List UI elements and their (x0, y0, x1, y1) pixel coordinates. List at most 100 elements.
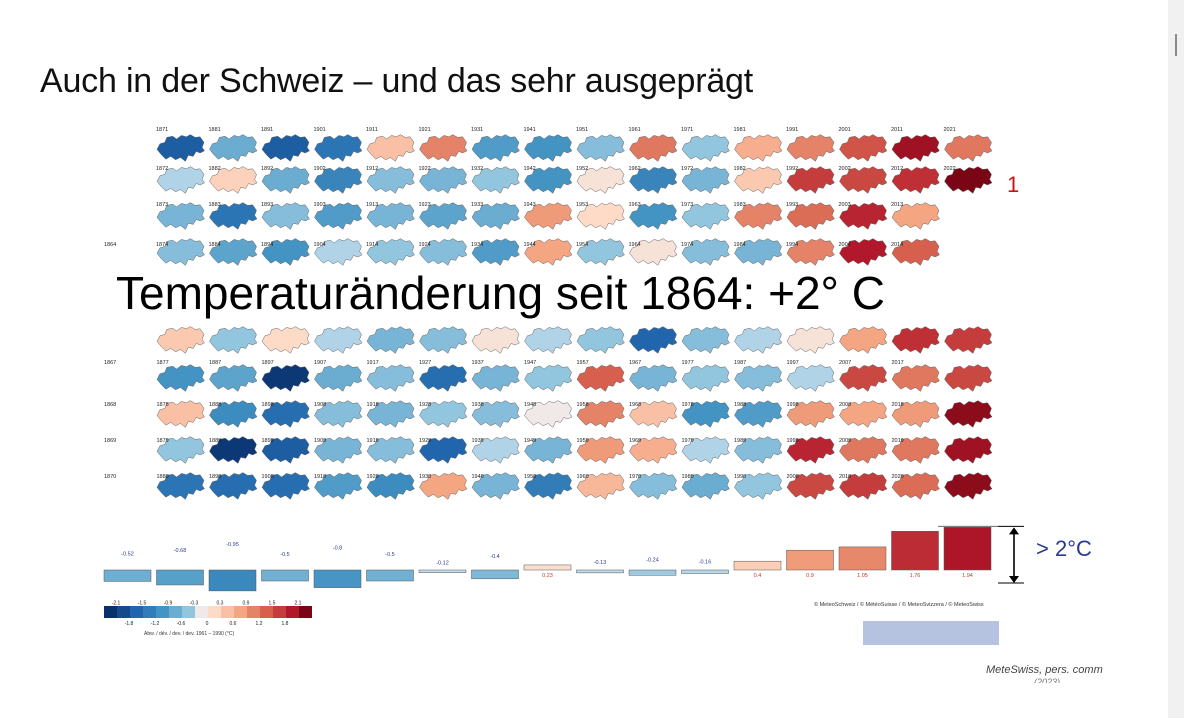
top-year-label: 1883 (209, 202, 221, 208)
bottom-year-label: 1959 (577, 438, 589, 444)
bottom-year-label: 1870 (104, 474, 116, 480)
anomaly-bar-label: -0.12 (436, 560, 449, 566)
colorbar-top-tick: -0.3 (190, 601, 199, 607)
colorbar-segment (104, 606, 117, 618)
bottom-map-0-11 (734, 326, 783, 354)
bottom-year-label: 2019 (892, 438, 904, 444)
top-year-label: 1983 (734, 202, 746, 208)
bottom-year-label: 1878 (157, 402, 169, 408)
side-mark: 1 (1007, 172, 1020, 197)
top-year-label: 1951 (576, 127, 588, 133)
bottom-year-label: 1889 (209, 438, 221, 444)
vertical-scrollbar[interactable] (1168, 0, 1184, 718)
bottom-year-label: 1939 (472, 438, 484, 444)
top-year-label: 1931 (471, 127, 483, 133)
bottom-year-label: 1868 (104, 402, 116, 408)
top-year-label: 1881 (209, 127, 221, 133)
top-map-1-3 (314, 166, 363, 194)
bottom-year-label: 1917 (367, 360, 379, 366)
anomaly-bar-label: 1.94 (962, 573, 973, 579)
bottom-year-label: 1890 (209, 474, 221, 480)
anomaly-bar-label: -0.4 (490, 554, 499, 560)
bottom-year-label: 1928 (419, 402, 431, 408)
top-map-0-5 (419, 134, 468, 162)
bottom-map-2-2 (261, 400, 310, 428)
bottom-map-0-14 (891, 326, 940, 354)
anomaly-bar (471, 569, 519, 580)
top-map-2-12 (786, 202, 835, 230)
bottom-year-label: 1918 (367, 402, 379, 408)
anomaly-bar-label: -0.95 (226, 542, 239, 548)
top-map-2-3 (314, 202, 363, 230)
top-map-0-13 (839, 134, 888, 162)
top-map-2-9 (629, 202, 678, 230)
bottom-map-4-9 (629, 472, 678, 500)
bottom-map-1-2 (261, 364, 310, 392)
bottom-map-4-12 (786, 472, 835, 500)
bottom-map-3-3 (314, 436, 363, 464)
top-year-label: 1933 (471, 202, 483, 208)
anomaly-bar (838, 546, 887, 571)
top-year-label: 1982 (734, 166, 746, 172)
anomaly-bar (786, 549, 834, 571)
bottom-map-1-11 (734, 364, 783, 392)
bottom-map-1-15 (944, 364, 993, 392)
bottom-map-4-13 (839, 472, 888, 500)
top-map-0-15 (944, 134, 993, 162)
top-year-label: 1981 (734, 127, 746, 133)
top-map-1-15 (944, 166, 993, 194)
colorbar-segment (273, 606, 286, 618)
colorbar-segment (286, 606, 299, 618)
top-map-3-1 (209, 238, 258, 266)
bottom-year-label: 2008 (839, 402, 851, 408)
bottom-year-label: 2000 (787, 474, 799, 480)
blue-box (863, 621, 999, 645)
top-year-label: 1914 (366, 242, 378, 248)
top-map-1-5 (419, 166, 468, 194)
bottom-year-label: 1980 (682, 474, 694, 480)
bottom-map-4-15 (944, 472, 993, 500)
bottom-map-2-11 (734, 400, 783, 428)
top-map-3-12 (786, 238, 835, 266)
bottom-year-label: 1998 (787, 402, 799, 408)
anomaly-bar-label: -0.24 (646, 558, 659, 564)
bottom-year-label: 1967 (629, 360, 641, 366)
bottom-year-label: 2007 (839, 360, 851, 366)
bottom-year-label: 1968 (629, 402, 641, 408)
top-year-label: 1942 (524, 166, 536, 172)
top-map-1-9 (629, 166, 678, 194)
top-map-1-1 (209, 166, 258, 194)
temperature-change-heading: Temperaturänderung seit 1864: +2° C (116, 266, 891, 322)
bottom-map-1-7 (524, 364, 573, 392)
top-year-label: 1893 (261, 202, 273, 208)
bottom-map-2-7 (524, 400, 573, 428)
bottom-map-1-6 (471, 364, 520, 392)
top-year-label: 1961 (629, 127, 641, 133)
top-map-1-11 (734, 166, 783, 194)
bottom-map-2-3 (314, 400, 363, 428)
gt-2c-label: > 2°C (1036, 536, 1092, 561)
scroll-thumb[interactable] (1175, 34, 1177, 56)
top-map-0-2 (261, 134, 310, 162)
top-year-label: 2003 (839, 202, 851, 208)
bottom-map-2-14 (891, 400, 940, 428)
top-year-label: 1891 (261, 127, 273, 133)
bottom-year-label: 1969 (629, 438, 641, 444)
top-year-label: 1962 (629, 166, 641, 172)
bottom-year-label: 1929 (419, 438, 431, 444)
bottom-year-label: 1947 (524, 360, 536, 366)
bottom-map-3-13 (839, 436, 888, 464)
bottom-map-0-13 (839, 326, 888, 354)
top-year-label: 2021 (944, 127, 956, 133)
bottom-map-2-15 (944, 400, 993, 428)
top-map-0-7 (524, 134, 573, 162)
top-map-0-1 (209, 134, 258, 162)
top-map-1-0 (156, 166, 205, 194)
top-map-2-0 (156, 202, 205, 230)
top-map-2-8 (576, 202, 625, 230)
bottom-map-4-5 (419, 472, 468, 500)
top-map-3-13 (839, 238, 888, 266)
top-year-label: 1871 (156, 127, 168, 133)
bottom-map-0-15 (944, 326, 993, 354)
top-map-1-6 (471, 166, 520, 194)
